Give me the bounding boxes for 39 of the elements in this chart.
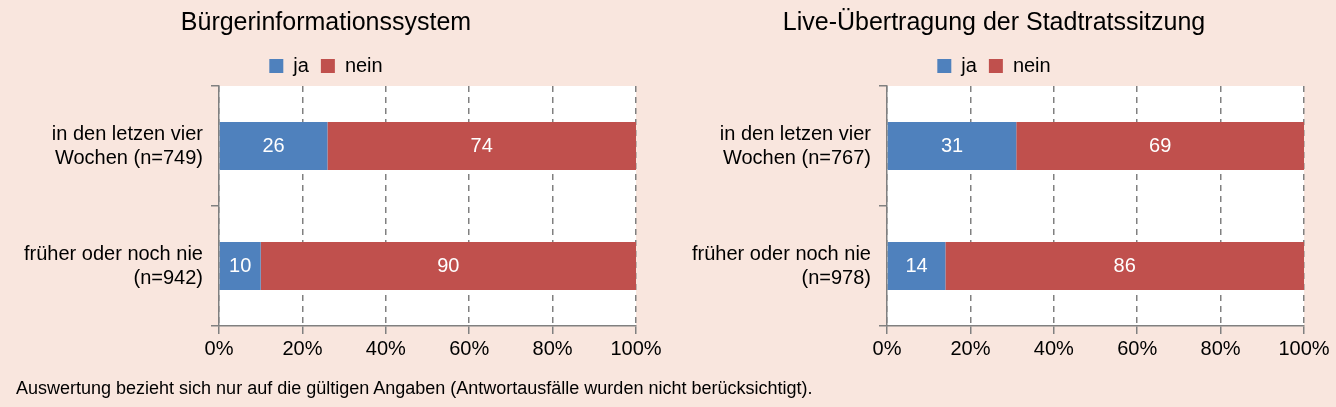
- bar: [887, 122, 1017, 170]
- x-tick-label: 80%: [532, 336, 573, 359]
- bar: [219, 242, 261, 290]
- data-label: 69: [1149, 133, 1172, 156]
- legend-label: ja: [960, 53, 978, 76]
- chart-title: Live-Übertragung der Stadtratssitzung: [782, 6, 1206, 35]
- bar: [887, 242, 946, 290]
- y-tick-label: früher oder noch nie (n=978): [691, 241, 871, 288]
- x-tick-label: 40%: [365, 336, 407, 359]
- bar: [260, 242, 636, 290]
- legend-label: ja: [292, 53, 310, 76]
- data-label: 10: [229, 253, 252, 276]
- bar: [945, 242, 1304, 290]
- text: Auswertung bezieht sich nur auf die gültigen Angaben (Antwortausfälle wurden nicht berücksichtigt).: [16, 378, 813, 399]
- data-label: 90: [437, 253, 460, 276]
- x-tick-label: 0%: [204, 336, 234, 359]
- data-label: 14: [905, 253, 928, 276]
- x-tick-label: 100%: [610, 336, 662, 359]
- data-label: 26: [262, 133, 285, 156]
- x-tick-label: 40%: [1033, 336, 1075, 359]
- bar: [219, 122, 328, 170]
- y-tick-label: früher oder noch nie (n=942): [23, 241, 203, 288]
- x-tick-label: 60%: [449, 336, 490, 359]
- x-tick-label: 0%: [872, 336, 902, 359]
- data-label: 74: [470, 133, 493, 156]
- x-tick-label: 20%: [282, 336, 323, 359]
- x-tick-label: 100%: [1278, 336, 1330, 359]
- legend-label: nein: [344, 53, 383, 76]
- chart-title: Bürgerinformationssystem: [180, 6, 472, 35]
- data-label: 31: [940, 133, 964, 156]
- bar: [1016, 122, 1304, 170]
- data-label: 86: [1113, 253, 1136, 276]
- y-tick-label: in den letzen vier Wochen (n=749): [51, 121, 204, 168]
- x-tick-label: 80%: [1200, 336, 1241, 359]
- bar: [327, 122, 636, 170]
- x-tick-label: 20%: [950, 336, 991, 359]
- legend-label: nein: [1012, 53, 1051, 76]
- x-tick-label: 60%: [1117, 336, 1158, 359]
- y-tick-label: in den letzen vier Wochen (n=767): [719, 121, 872, 168]
